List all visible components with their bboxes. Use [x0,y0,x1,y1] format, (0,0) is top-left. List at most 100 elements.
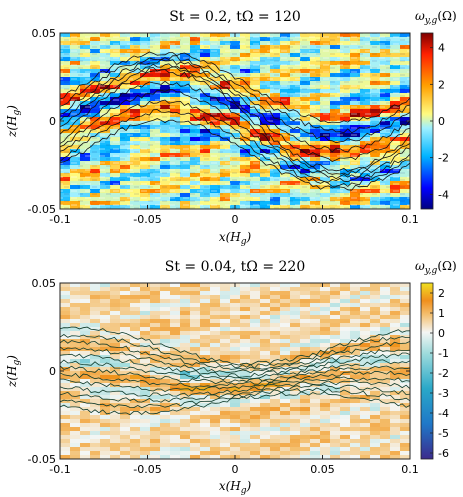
field-cell [150,451,161,456]
field-cell [240,291,251,296]
field-cell [240,351,251,356]
field-cell [130,399,141,404]
field-cell [340,451,351,456]
field-cell [60,423,71,428]
field-cell [350,323,361,328]
field-cell [110,323,121,328]
field-cell [400,347,411,352]
field-cell [90,299,101,304]
field-cell [90,287,101,292]
field-cell [120,375,131,380]
field-cell [110,307,121,312]
field-cell [90,343,101,348]
field-cell [280,351,291,356]
field-cell [290,439,301,444]
field-cell [330,395,341,400]
field-cell [120,427,131,432]
field-cell [340,371,351,376]
field-cell [150,439,161,444]
contour-line [59,326,411,366]
field-cell [280,415,291,420]
field-cell [120,307,131,312]
field-cell [260,439,271,444]
field-cell [320,427,331,432]
field-cell [360,283,371,288]
field-cell [120,419,131,424]
field-cell [150,415,161,420]
field-cell [290,407,301,412]
field-cell [230,431,241,436]
field-cell [190,327,201,332]
colorbar-tick-label: -2 [438,152,449,165]
field-cell [180,399,191,404]
field-cell [280,455,291,460]
field-cell [270,323,281,328]
field-cell [260,419,271,424]
field-cell [270,379,281,384]
field-cell [130,363,141,368]
field-cell [80,443,91,448]
field-cell [250,375,261,380]
field-cell [120,299,131,304]
field-cell [220,423,231,428]
field-cell [390,347,401,352]
field-cell [350,387,361,392]
field-cell [170,323,181,328]
field-cell [310,335,321,340]
field-cell [220,439,231,444]
field-cell [180,455,191,460]
field-cell [190,371,201,376]
colorbar-tick-label: 2 [438,287,445,300]
field-cell [400,331,411,336]
field-cell [120,339,131,344]
field-cell [140,355,151,360]
field-cell [300,315,311,320]
field-cell [300,419,311,424]
field-cell [120,423,131,428]
field-cell [300,299,311,304]
field-cell [110,367,121,372]
field-cell [270,447,281,452]
field-cell [370,399,381,404]
field-cell [210,287,221,292]
field-cell [210,283,221,288]
field-cell [230,363,241,368]
field-cell [210,407,221,412]
colorbar-bar-bottom [420,282,434,460]
field-cell [260,287,271,292]
field-cell [110,435,121,440]
field-cell [160,375,171,380]
field-cell [260,407,271,412]
field-cell [120,387,131,392]
field-cell [180,431,191,436]
field-cell [380,399,391,404]
field-cell [330,371,341,376]
field-cell [360,375,371,380]
field-cell [210,379,221,384]
field-cell [270,283,281,288]
field-cell [330,307,341,312]
field-cell [280,295,291,300]
field-cell [190,335,201,340]
field-cell [170,379,181,384]
field-cell [60,455,71,460]
field-cell [250,363,261,368]
field-cell [300,339,311,344]
dust-contours-top [59,51,411,191]
field-cell [230,303,241,308]
colorbar-top: ωy,g(Ω) 420-2-4 [415,9,457,210]
field-cell [310,331,321,336]
field-cell [70,323,81,328]
field-cell [80,455,91,460]
field-cell [320,395,331,400]
field-cell [350,399,361,404]
field-cell [270,347,281,352]
field-cell [130,455,141,460]
field-cell [240,307,251,312]
field-cell [110,375,121,380]
field-cell [250,403,261,408]
field-cell [120,399,131,404]
field-cell [170,427,181,432]
field-cell [200,299,211,304]
field-cell [110,399,121,404]
